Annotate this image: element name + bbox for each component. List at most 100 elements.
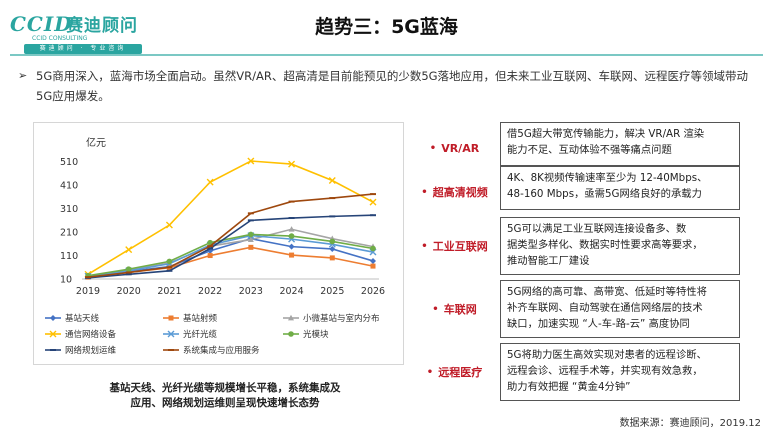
app-desc-uhd-video: 4K、8K视频传输速率至少为 12-40Mbps、 48-160 Mbps，亟需… <box>500 166 740 210</box>
data-point <box>369 198 377 206</box>
intro-text: 5G商用深入，蓝海市场全面启动。虽然VR/AR、超高清是目前能预见的少数5G落地… <box>36 69 749 103</box>
intro-paragraph: ➢ 5G商用深入，蓝海市场全面启动。虽然VR/AR、超高清是目前能预见的少数5G… <box>18 66 756 106</box>
series-line <box>87 214 374 279</box>
x-tick-label: 2024 <box>279 286 303 297</box>
legend-label: 小微基站与室内分布 <box>303 313 380 324</box>
app-label-telemedicine: • 远程医疗 <box>413 343 496 401</box>
series-line <box>87 193 374 278</box>
legend-label: 网络规划运维 <box>65 345 117 356</box>
app-desc-line: 5G将助力医生高效实现对患者的远程诊断、 <box>507 349 707 361</box>
app-label-text: 超高清视频 <box>432 186 488 199</box>
app-label-text: 车联网 <box>443 303 477 316</box>
data-point <box>248 231 254 238</box>
app-label-iov: • 车联网 <box>413 280 496 338</box>
red-dot-icon: • <box>421 186 428 198</box>
series-line <box>87 160 374 275</box>
red-dot-icon: • <box>432 303 439 315</box>
data-point <box>288 243 295 250</box>
arrow-bullet-icon: ➢ <box>18 69 28 82</box>
logo-mark: CCID <box>10 12 73 36</box>
x-tick-label: 2022 <box>198 286 222 297</box>
data-point <box>289 252 295 258</box>
app-label-vr-ar: • VR/AR <box>413 122 496 174</box>
legend-label: 通信网络设备 <box>65 329 117 340</box>
data-point <box>288 160 296 168</box>
app-desc-line: 据类型多样化、数据实时性要求高等要求， <box>507 239 703 251</box>
app-desc-line: 4K、8K视频传输速率至少为 12-40Mbps、 <box>507 172 708 184</box>
y-tick-label: 10 <box>60 275 72 286</box>
data-point <box>328 176 336 184</box>
data-point <box>167 330 175 338</box>
data-point <box>206 178 214 186</box>
app-desc-industrial-internet: 5G可以满足工业互联网连接设备多、数 据类型多样化、数据实时性要求高等要求， 推… <box>500 217 740 275</box>
x-tick-label: 2023 <box>239 286 263 297</box>
app-label-text: 工业互联网 <box>432 240 488 253</box>
app-desc-line: 借5G超大带宽传输能力，解决 VR/AR 渲染 <box>507 128 705 140</box>
data-point <box>165 221 173 229</box>
series-line <box>87 233 374 277</box>
app-desc-telemedicine: 5G将助力医生高效实现对患者的远程诊断、 远程会诊、远程手术等，并实现有效急救，… <box>500 343 740 401</box>
app-desc-vr-ar: 借5G超大带宽传输能力，解决 VR/AR 渲染 能力不足、互动体验不强等痛点问题 <box>500 122 740 166</box>
logo: CCID 赛迪顾问 CCID CONSULTING 赛迪顾问 · 专业咨询 <box>10 6 150 54</box>
app-desc-line: 缺口，加速实现 “人-车-路-云” 高度协同 <box>507 318 690 330</box>
y-tick-label: 510 <box>60 157 78 168</box>
app-label-industrial-internet: • 工业互联网 <box>413 217 496 275</box>
y-axis-label: 亿元 <box>86 138 106 149</box>
app-desc-line: 推动智能工厂建设 <box>507 255 590 267</box>
red-dot-icon: • <box>429 142 437 154</box>
y-tick-label: 410 <box>60 181 78 192</box>
data-point <box>288 314 294 321</box>
app-desc-line: 5G网络的高可靠、高带宽、低延时等特性将 <box>507 286 707 298</box>
data-point <box>125 266 132 272</box>
x-tick-label: 2021 <box>157 286 181 297</box>
red-dot-icon: • <box>421 240 428 252</box>
data-point <box>329 255 335 261</box>
app-desc-iov: 5G网络的高可靠、高带宽、低延时等特性将 补齐车联网、自动驾驶在通信网络层的技术… <box>500 280 740 338</box>
x-tick-label: 2019 <box>76 286 100 297</box>
app-desc-line: 远程会诊、远程手术等，并实现有效急救， <box>507 365 703 377</box>
x-tick-label: 2025 <box>320 286 344 297</box>
data-point <box>207 253 213 259</box>
chart-caption-line-2: 应用、网络规划运维则呈现快速增长态势 <box>130 397 320 409</box>
data-point <box>168 315 174 321</box>
app-desc-line: 补齐车联网、自动驾驶在通信网络层的技术 <box>507 302 703 314</box>
data-point <box>288 331 294 337</box>
app-label-uhd-video: • 超高清视频 <box>413 166 496 218</box>
data-point <box>370 245 376 252</box>
logo-bar: 赛迪顾问 · 专业咨询 <box>24 44 142 54</box>
data-point <box>329 238 336 245</box>
red-dot-icon: • <box>426 366 434 378</box>
y-tick-label: 110 <box>60 251 78 262</box>
series-line <box>87 237 374 278</box>
data-point <box>166 258 173 265</box>
data-point <box>370 257 376 264</box>
page-title: 趋势三：5G蓝海 <box>315 16 458 38</box>
data-point <box>329 245 336 252</box>
y-tick-label: 210 <box>60 228 78 239</box>
data-point <box>370 263 376 269</box>
chart-caption: 基站天线、光纤光缆等规模增长平稳，系统集成及 应用、网络规划运维则呈现快速增长态… <box>60 381 390 411</box>
data-point <box>288 226 295 232</box>
legend-label: 系统集成与应用服务 <box>183 345 260 356</box>
series-line <box>87 234 374 277</box>
data-point <box>247 157 255 165</box>
x-tick-label: 2020 <box>117 286 141 297</box>
data-point <box>125 246 133 254</box>
legend-label: 光模块 <box>303 329 329 340</box>
app-label-text: VR/AR <box>441 141 480 155</box>
legend-label: 基站射频 <box>183 313 218 324</box>
logo-sub: CCID CONSULTING <box>32 35 88 42</box>
data-point <box>247 236 254 242</box>
data-point <box>248 244 254 250</box>
app-desc-line: 能力不足、互动体验不强等痛点问题 <box>507 144 672 156</box>
legend-label: 基站天线 <box>65 313 100 324</box>
x-tick-label: 2026 <box>361 286 385 297</box>
data-source: 数据来源：赛迪顾问，2019.12 <box>619 418 761 429</box>
data-point <box>49 330 57 338</box>
chart-caption-line-1: 基站天线、光纤光缆等规模增长平稳，系统集成及 <box>109 382 341 394</box>
app-desc-line: 助力有效把握 “黄金4分钟” <box>507 381 631 393</box>
legend-label: 光纤光缆 <box>183 329 218 340</box>
app-desc-line: 48-160 Mbps，亟需5G网络良好的承载力 <box>507 188 702 200</box>
data-point <box>288 233 295 239</box>
